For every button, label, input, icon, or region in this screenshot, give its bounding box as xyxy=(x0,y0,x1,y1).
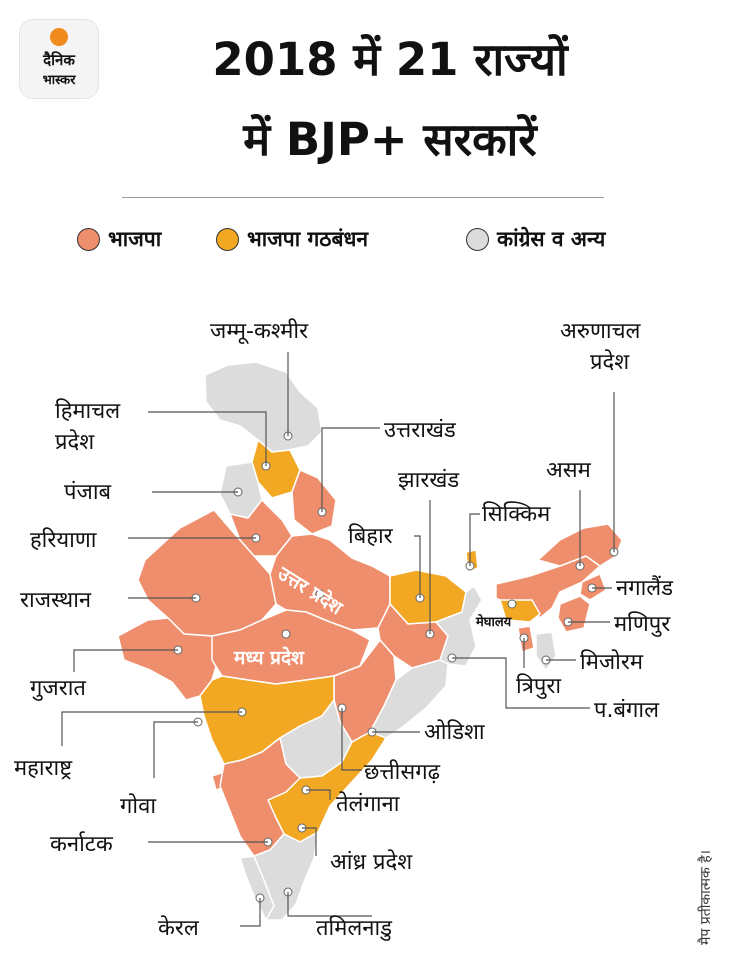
legend-label-bjp: भाजपा xyxy=(108,227,162,251)
label-bihar: बिहार xyxy=(348,524,393,549)
label-tamil-nadu: तमिलनाडु xyxy=(316,916,392,941)
label-tripura: त्रिपुरा xyxy=(516,674,562,699)
title-line2: में BJP+ सरकारें xyxy=(243,113,537,166)
map-disclaimer: मैप प्रतीकात्मक है। xyxy=(698,850,714,945)
legend-label-others: कांग्रेस व अन्य xyxy=(497,227,606,251)
legend-dot-others xyxy=(466,227,489,251)
label-andhra-pradesh: आंध्र प्रदेश xyxy=(330,850,413,875)
region-west-bengal xyxy=(435,585,483,667)
label-nagaland: नगालैंड xyxy=(616,576,673,601)
label-manipur: मणिपुर xyxy=(614,612,671,637)
label-maharashtra: महाराष्ट्र xyxy=(14,756,73,781)
label-madhya-pradesh: मध्य प्रदेश xyxy=(234,647,304,669)
region-tamil-nadu xyxy=(253,831,319,921)
legend-dot-bjp xyxy=(77,227,100,251)
label-punjab: पंजाब xyxy=(64,480,112,505)
region-jammu-kashmir xyxy=(204,361,323,453)
label-arunachal-2: प्रदेश xyxy=(590,350,630,375)
legend-others: कांग्रेस व अन्य xyxy=(466,226,605,252)
label-himachal: हिमाचल xyxy=(55,399,121,424)
logo-sun-icon xyxy=(50,28,68,46)
logo-line2: भास्कर xyxy=(42,73,76,88)
label-meghalaya: मेघालय xyxy=(476,615,512,630)
label-assam: असम xyxy=(546,458,591,483)
dainik-bhaskar-logo: दैनिक भास्कर xyxy=(19,19,99,99)
title-divider xyxy=(122,197,604,198)
legend-label-alliance: भाजपा गठबंधन xyxy=(247,227,369,251)
label-jammu-kashmir: जम्मू-कश्मीर xyxy=(210,319,309,344)
label-rajasthan: राजस्थान xyxy=(20,588,92,613)
label-sikkim: सिक्किम xyxy=(482,502,551,527)
label-arunachal: अरुणाचल xyxy=(560,319,641,344)
legend-bjp: भाजपा xyxy=(77,226,161,252)
label-goa: गोवा xyxy=(120,794,157,819)
logo-line1: दैनिक xyxy=(43,51,75,69)
legend-alliance: भाजपा गठबंधन xyxy=(216,226,368,252)
label-west-bengal: प.बंगाल xyxy=(594,698,660,723)
label-mizoram: मिजोरम xyxy=(580,650,644,675)
label-jharkhand: झारखंड xyxy=(398,468,460,493)
label-karnataka: कर्नाटक xyxy=(50,832,113,857)
label-uttarakhand: उत्तराखंड xyxy=(384,418,456,443)
title-line1: 2018 में 21 राज्यों xyxy=(212,33,568,86)
legend-dot-alliance xyxy=(216,227,239,251)
region-manipur xyxy=(557,595,591,633)
label-gujarat: गुजरात xyxy=(30,676,86,701)
label-chhattisgarh: छत्तीसगढ़ xyxy=(364,760,440,785)
label-odisha: ओडिशा xyxy=(424,720,485,745)
label-himachal-2: प्रदेश xyxy=(55,430,95,455)
label-kerala: केरल xyxy=(158,916,199,941)
region-uttarakhand xyxy=(291,469,337,535)
region-karnataka xyxy=(219,737,301,857)
label-telangana: तेलंगाना xyxy=(336,792,400,817)
label-haryana: हरियाणा xyxy=(30,528,97,553)
